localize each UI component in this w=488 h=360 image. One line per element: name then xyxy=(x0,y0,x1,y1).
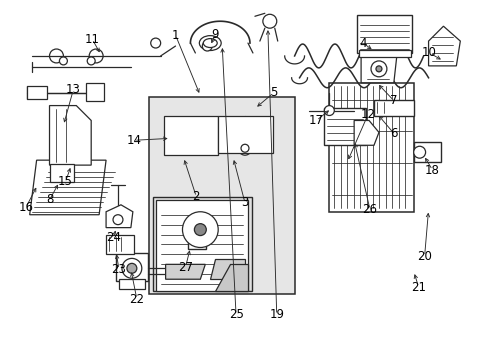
Circle shape xyxy=(127,264,137,273)
Text: 13: 13 xyxy=(66,83,81,96)
Text: 18: 18 xyxy=(424,163,439,176)
Ellipse shape xyxy=(203,39,217,48)
Bar xyxy=(218,116,272,153)
Text: 1: 1 xyxy=(171,29,179,42)
Circle shape xyxy=(122,258,142,278)
Polygon shape xyxy=(360,56,396,83)
Text: 19: 19 xyxy=(269,309,284,321)
Text: 27: 27 xyxy=(178,261,193,274)
Text: 12: 12 xyxy=(360,108,375,121)
Text: 26: 26 xyxy=(362,203,377,216)
Circle shape xyxy=(413,146,425,158)
Polygon shape xyxy=(210,260,244,279)
Bar xyxy=(86,83,104,100)
Circle shape xyxy=(150,38,161,48)
Text: 4: 4 xyxy=(359,37,366,50)
Text: 8: 8 xyxy=(46,193,53,206)
Text: 22: 22 xyxy=(129,293,144,306)
Text: 21: 21 xyxy=(410,281,425,294)
Text: 5: 5 xyxy=(269,86,277,99)
Text: 25: 25 xyxy=(228,309,243,321)
Text: 20: 20 xyxy=(416,250,431,263)
Bar xyxy=(163,116,218,155)
Text: 17: 17 xyxy=(308,114,323,127)
Text: 24: 24 xyxy=(106,231,121,244)
Text: 14: 14 xyxy=(126,134,141,147)
Bar xyxy=(152,197,251,291)
Polygon shape xyxy=(155,200,247,291)
Text: 7: 7 xyxy=(389,94,397,107)
Polygon shape xyxy=(49,105,91,165)
Text: 3: 3 xyxy=(241,196,248,209)
Circle shape xyxy=(194,224,206,235)
Circle shape xyxy=(60,57,67,65)
Bar xyxy=(116,253,147,281)
Text: 16: 16 xyxy=(18,201,33,214)
Polygon shape xyxy=(353,121,378,145)
Circle shape xyxy=(324,105,334,116)
Ellipse shape xyxy=(236,129,253,155)
Bar xyxy=(106,235,134,255)
Polygon shape xyxy=(30,160,106,215)
Polygon shape xyxy=(106,205,133,228)
Circle shape xyxy=(89,49,103,63)
Circle shape xyxy=(49,49,63,63)
Polygon shape xyxy=(165,264,205,279)
Circle shape xyxy=(87,57,95,65)
Text: 2: 2 xyxy=(192,190,200,203)
Bar xyxy=(328,83,413,212)
Bar xyxy=(324,108,366,145)
Bar xyxy=(148,96,294,294)
Ellipse shape xyxy=(199,36,221,50)
Text: 11: 11 xyxy=(84,33,100,46)
Text: 6: 6 xyxy=(389,127,397,140)
Text: 23: 23 xyxy=(111,263,126,276)
Circle shape xyxy=(113,215,122,225)
Bar xyxy=(119,279,144,289)
Bar xyxy=(373,100,413,116)
Circle shape xyxy=(370,61,386,77)
Circle shape xyxy=(202,41,212,51)
Bar xyxy=(358,50,410,57)
Circle shape xyxy=(182,212,218,247)
Circle shape xyxy=(241,144,248,152)
Polygon shape xyxy=(215,264,247,291)
Text: 15: 15 xyxy=(58,175,73,189)
Bar xyxy=(188,222,206,249)
Text: 9: 9 xyxy=(211,28,219,41)
Bar xyxy=(49,164,74,182)
Bar xyxy=(413,142,441,162)
Bar xyxy=(356,15,411,53)
Bar xyxy=(27,86,46,99)
Text: 10: 10 xyxy=(421,46,436,59)
Circle shape xyxy=(263,14,276,28)
Polygon shape xyxy=(427,26,459,66)
Circle shape xyxy=(375,66,381,72)
